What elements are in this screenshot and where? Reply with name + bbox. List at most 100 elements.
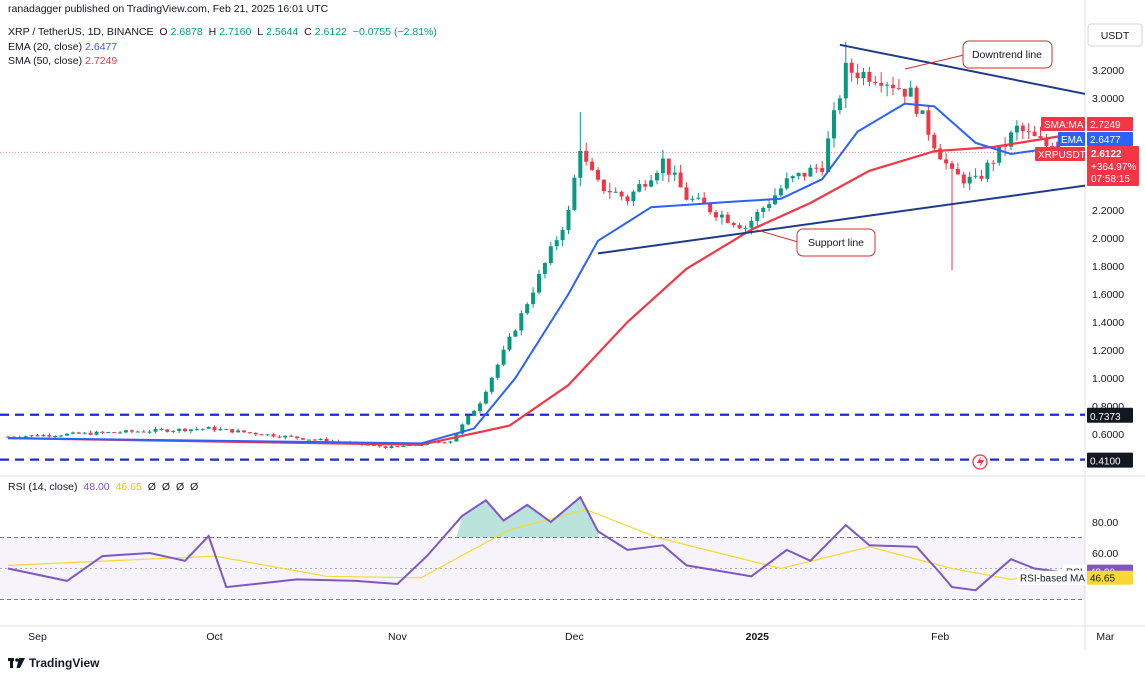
candle-body	[1020, 125, 1025, 132]
candle-body	[932, 134, 937, 149]
candle-body	[938, 148, 943, 160]
candle-body	[607, 190, 612, 193]
candle-body	[177, 428, 182, 431]
level-low-badge-bg	[1087, 452, 1133, 468]
candle-body	[737, 225, 742, 229]
sma-legend-label: SMA (50, close)	[8, 55, 83, 67]
candle-body	[908, 87, 913, 97]
support-callout-label: Support line	[808, 237, 864, 249]
candle	[820, 161, 825, 176]
last-price-badge[interactable]: 2.6122 +364.97%07:58:15	[1087, 146, 1139, 186]
event-icon[interactable]	[972, 454, 988, 470]
sma-legend[interactable]: SMA (50, close) 2.7249	[8, 55, 120, 67]
candle	[218, 427, 223, 431]
ema-legend-value: 2.6477	[85, 41, 118, 53]
candle	[1044, 133, 1049, 150]
candle	[678, 164, 683, 188]
candle	[306, 439, 311, 441]
candle-body	[613, 191, 618, 193]
price-tick-label: 2.0000	[1092, 233, 1124, 245]
currency-box[interactable]	[1087, 23, 1143, 47]
candle	[200, 428, 205, 431]
downtrend-callout[interactable]: Downtrend line	[904, 40, 1053, 70]
candle	[171, 430, 176, 434]
ema-legend-label: EMA (20, close)	[8, 41, 83, 53]
candle	[318, 437, 323, 441]
tradingview-logo[interactable]: TradingView	[8, 656, 99, 670]
candle-body	[171, 430, 176, 432]
ema20-line	[7, 102, 1059, 445]
candle-body	[761, 208, 766, 212]
ema-legend[interactable]: EMA (20, close) 2.6477	[8, 41, 120, 53]
candle-body	[637, 184, 642, 192]
level-high-badge[interactable]: 0.7373	[1087, 407, 1133, 423]
candle-body	[259, 434, 264, 436]
candle-body	[796, 172, 801, 177]
sma-ma-badge[interactable]: SMA:MA	[1041, 117, 1085, 131]
ohlc-h-label: H	[208, 26, 217, 38]
candle	[1026, 123, 1031, 139]
time-tick-label: Sep	[28, 631, 47, 643]
candle	[950, 160, 954, 271]
candle-body	[212, 426, 217, 431]
symbol-badge[interactable]: XRPUSDT	[1035, 147, 1086, 161]
candle-body	[985, 162, 990, 179]
candle	[118, 430, 123, 434]
candle	[265, 434, 270, 437]
candle-body	[82, 432, 87, 434]
price-tick-label: 3.0000	[1092, 93, 1124, 105]
price-pane[interactable]	[0, 42, 1111, 461]
sma-value-badge[interactable]: 2.7249	[1087, 117, 1133, 131]
candle-body	[649, 180, 654, 187]
candle-body	[489, 377, 494, 392]
candle-body	[230, 429, 235, 433]
candle-body	[483, 391, 488, 404]
candle-body	[501, 349, 506, 365]
candle	[855, 63, 860, 85]
time-tick-label: Dec	[565, 631, 584, 643]
rsi-pane[interactable]	[7, 495, 1059, 592]
candle-body	[849, 62, 854, 73]
candle	[242, 430, 246, 433]
support-callout[interactable]: Support line	[756, 228, 876, 257]
candle-body	[867, 71, 872, 82]
candle	[867, 66, 872, 87]
candle	[177, 428, 182, 434]
candle	[997, 145, 1002, 166]
candle	[59, 434, 64, 438]
rsi-legend[interactable]: RSI (14, close) 48.00 46.65 Ø Ø Ø Ø	[8, 481, 201, 493]
candle	[649, 174, 654, 188]
downtrend-callout-label: Downtrend line	[972, 49, 1042, 61]
candle	[696, 192, 701, 200]
candle-body	[596, 170, 600, 180]
candle	[879, 72, 884, 93]
candle-body	[778, 188, 783, 196]
candle-body	[601, 179, 606, 191]
candle	[495, 363, 500, 381]
candle	[625, 194, 630, 206]
candle-body	[88, 432, 93, 435]
candle-body	[655, 173, 659, 181]
candle-body	[973, 175, 978, 177]
candle-body	[519, 313, 524, 331]
candle	[973, 168, 978, 179]
candle-body	[265, 434, 270, 436]
rsi-ma-name-badge[interactable]: RSI-based MA	[1017, 570, 1085, 585]
level-low-badge[interactable]: 0.4100	[1087, 452, 1133, 468]
sma-value-badge-bg	[1087, 117, 1133, 131]
candle	[141, 429, 146, 433]
rsi-ma-value-badge[interactable]: 46.65	[1087, 570, 1133, 585]
price-tick-label: 1.0000	[1092, 373, 1124, 385]
ohlc-change: −0.0755 (−2.81%)	[352, 26, 437, 38]
candle-body	[236, 430, 241, 433]
candle-body	[808, 167, 813, 177]
candle	[548, 242, 553, 266]
rsi-ma-name-badge-bg	[1017, 570, 1085, 585]
candle-body	[188, 429, 193, 432]
candle-body	[631, 191, 636, 202]
candle-body	[944, 159, 949, 164]
candle	[47, 433, 52, 439]
ema-value-badge[interactable]: 2.6477	[1087, 132, 1133, 146]
ema-badge[interactable]: EMA	[1058, 132, 1085, 146]
